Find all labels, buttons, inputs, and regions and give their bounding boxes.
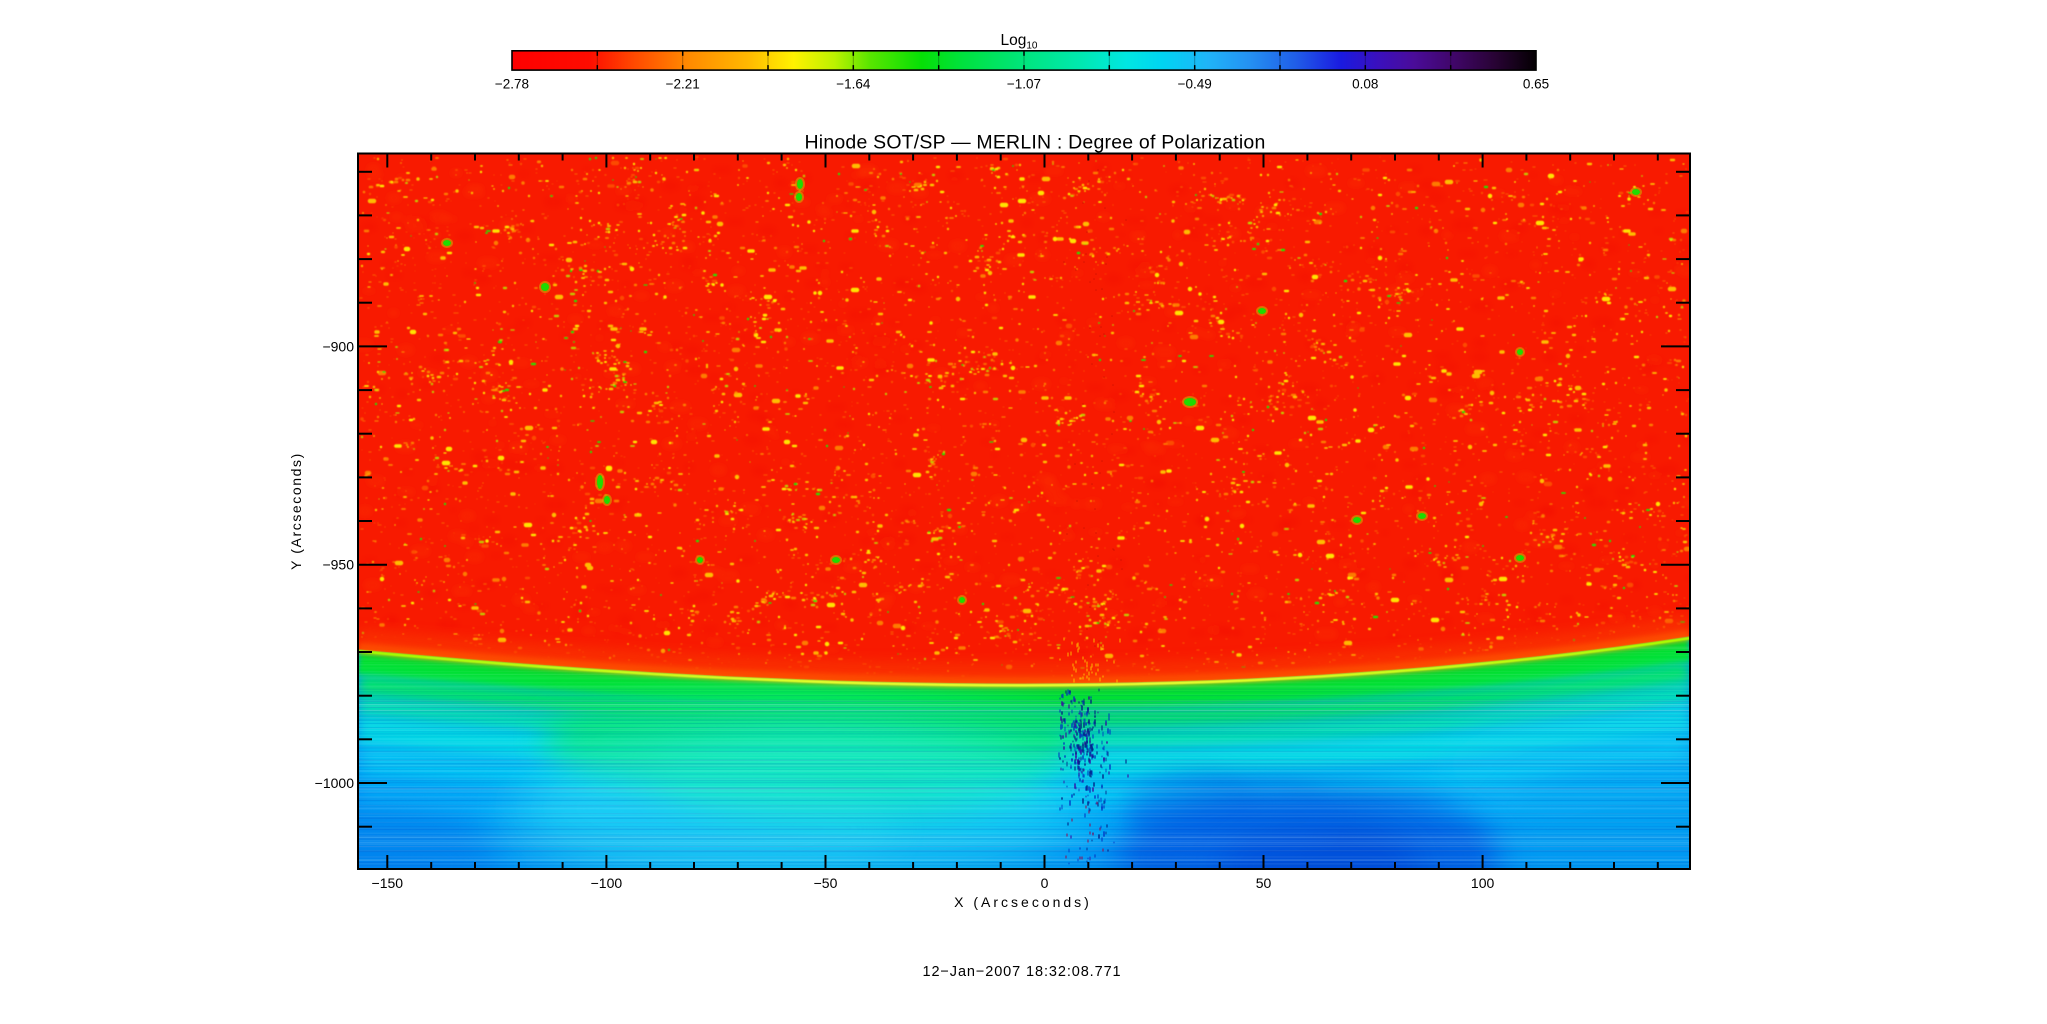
svg-text:X (Arcseconds): X (Arcseconds) (954, 894, 1092, 910)
svg-text:−1.07: −1.07 (1007, 77, 1041, 92)
svg-text:−150: −150 (372, 875, 404, 891)
svg-text:−100: −100 (591, 875, 623, 891)
svg-text:Hinode SOT/SP — MERLIN : Degre: Hinode SOT/SP — MERLIN : Degree of Polar… (805, 132, 1266, 154)
svg-text:Y (Arcseconds): Y (Arcseconds) (288, 452, 304, 570)
svg-text:12−Jan−2007 18:32:08.771: 12−Jan−2007 18:32:08.771 (923, 964, 1122, 980)
svg-text:100: 100 (1471, 875, 1495, 891)
svg-text:50: 50 (1256, 875, 1272, 891)
svg-text:0: 0 (1041, 875, 1049, 891)
svg-text:−1000: −1000 (315, 775, 355, 791)
svg-text:−1.64: −1.64 (836, 77, 871, 92)
svg-text:−50: −50 (814, 875, 838, 891)
svg-text:−2.78: −2.78 (495, 77, 529, 92)
svg-text:−950: −950 (322, 557, 354, 573)
svg-text:−2.21: −2.21 (666, 77, 700, 92)
svg-text:−0.49: −0.49 (1178, 77, 1212, 92)
svg-text:0.08: 0.08 (1352, 77, 1378, 92)
svg-text:−900: −900 (322, 338, 354, 354)
svg-text:0.65: 0.65 (1523, 77, 1549, 92)
